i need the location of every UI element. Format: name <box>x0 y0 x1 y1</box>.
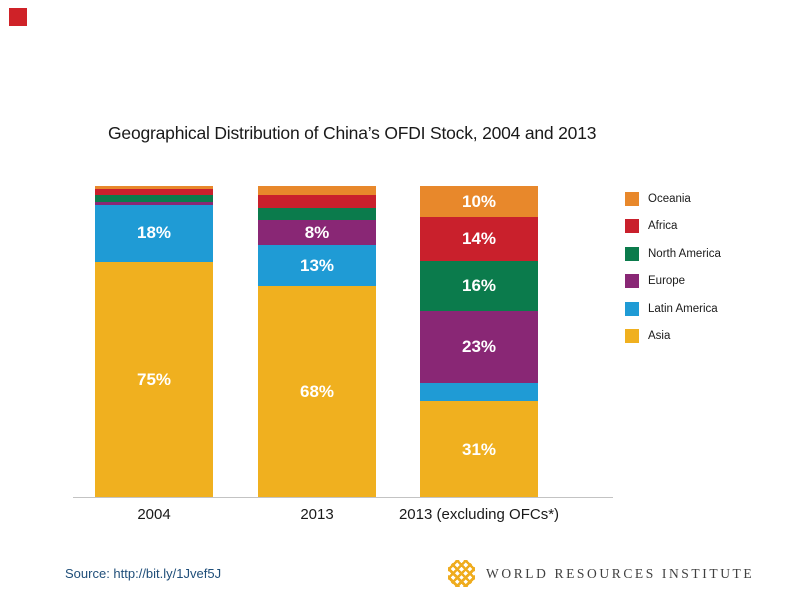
segment-2013-excluding-ofcs-africa: 14% <box>420 217 538 261</box>
wri-logo-icon <box>448 560 475 587</box>
segment-2013-excluding-ofcs-north-america: 16% <box>420 260 538 311</box>
legend-swatch-asia <box>625 329 639 343</box>
segment-value-label: 16% <box>461 275 497 295</box>
segment-2004-europe <box>95 201 213 205</box>
segment-value-label: 75% <box>136 369 172 389</box>
legend-swatch-latin-america <box>625 301 639 316</box>
segment-value-label: 8% <box>304 222 330 242</box>
segment-2004-africa <box>95 189 213 196</box>
red-square-marker <box>9 8 27 26</box>
legend-item-oceania: Oceania <box>625 191 721 206</box>
legend-label: Europe <box>648 275 686 287</box>
wri-logo: WORLD RESOURCES INSTITUTE <box>448 560 754 587</box>
legend-item-africa: Africa <box>625 219 721 234</box>
wri-logo-text: WORLD RESOURCES INSTITUTE <box>486 565 755 581</box>
segment-value-label: 10% <box>461 191 497 211</box>
legend-item-asia: Asia <box>625 329 721 344</box>
chart-title: Geographical Distribution of China’s OFD… <box>108 123 597 143</box>
legend-item-latin-america: Latin America <box>625 301 721 316</box>
legend-label: Oceania <box>648 192 691 205</box>
legend-swatch-oceania <box>625 191 639 206</box>
legend-swatch-africa <box>625 219 639 233</box>
segment-value-label: 68% <box>299 381 335 401</box>
x-axis-label-2013-excluding-ofcs: 2013 (excluding OFCs*) <box>398 506 560 523</box>
segment-2004-asia: 75% <box>95 261 213 498</box>
segment-2013-latin-america: 13% <box>258 245 376 286</box>
segment-2013-excluding-ofcs-latin-america <box>420 382 538 402</box>
legend-item-north-america: North America <box>625 246 721 261</box>
segment-value-label: 14% <box>461 229 497 249</box>
bar-2004: 18% 75% <box>95 186 213 498</box>
bar-2013: 8% 13% 68% <box>258 186 376 498</box>
segment-2013-excluding-ofcs-oceania: 10% <box>420 186 538 218</box>
legend-swatch-europe <box>625 274 639 288</box>
segment-2013-africa <box>258 195 376 208</box>
segment-2004-latin-america: 18% <box>95 204 213 262</box>
legend-item-europe: Europe <box>625 274 721 289</box>
x-axis-label-2004: 2004 <box>137 506 171 523</box>
segment-2013-excluding-ofcs-asia: 31% <box>420 401 538 498</box>
segment-2013-excluding-ofcs-europe: 23% <box>420 310 538 383</box>
x-axis-line <box>73 497 613 498</box>
segment-2004-oceania <box>95 186 213 190</box>
legend-label: Africa <box>648 220 678 232</box>
segment-value-label: 18% <box>136 223 172 243</box>
legend-label: North America <box>648 247 721 260</box>
x-axis-label-2013: 2013 <box>300 506 334 523</box>
source-link[interactable]: Source: http://bit.ly/1Jvef5J <box>65 566 222 581</box>
segment-2013-asia: 68% <box>258 285 376 498</box>
segment-2013-europe: 8% <box>258 220 376 246</box>
legend-label: Asia <box>648 330 671 342</box>
segment-value-label: 31% <box>461 439 497 459</box>
segment-value-label: 13% <box>299 255 335 275</box>
bar-2013-excluding-ofcs: 10% 14% 16% 23% 31% <box>420 186 538 498</box>
legend-label: Latin America <box>648 302 718 315</box>
segment-2013-north-america <box>258 207 376 221</box>
segment-2004-north-america <box>95 195 213 202</box>
segment-2013-oceania <box>258 186 376 196</box>
legend-swatch-north-america <box>625 246 639 261</box>
segment-value-label: 23% <box>461 336 497 356</box>
legend: Oceania Africa North America Europe Latin Am… <box>625 191 721 356</box>
